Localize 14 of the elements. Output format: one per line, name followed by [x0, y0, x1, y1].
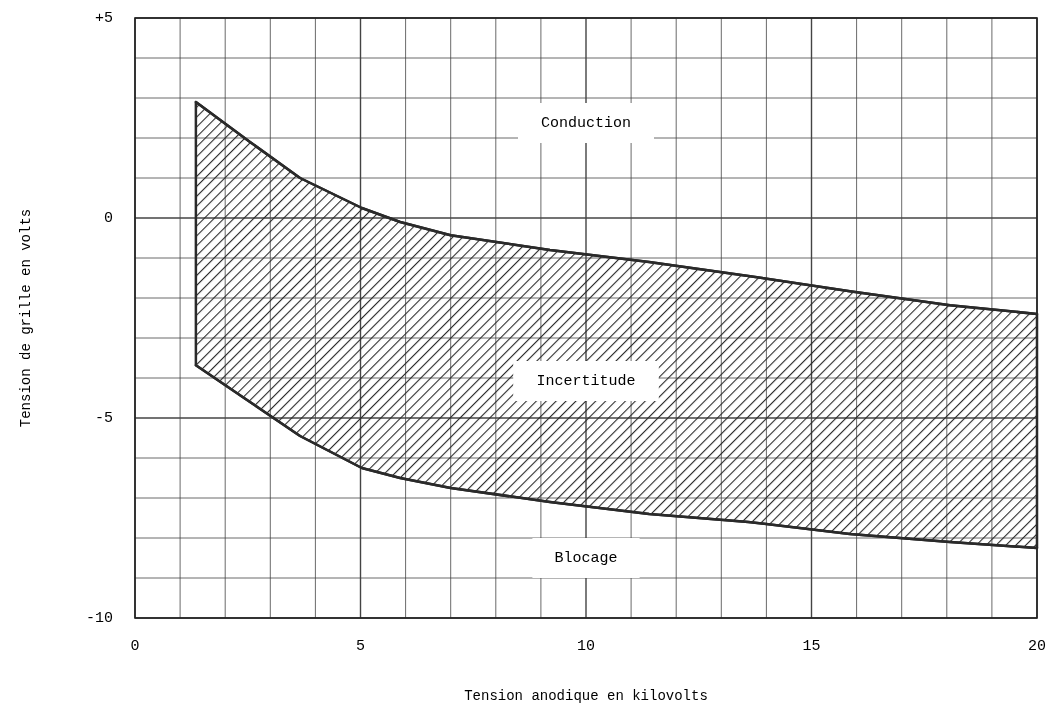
- y-tick-label: -10: [85, 609, 113, 627]
- x-tick-label: 0: [130, 638, 140, 655]
- x-tick-label: 10: [576, 638, 596, 655]
- x-tick-label: 15: [802, 638, 821, 655]
- x-tick-label: 5: [355, 638, 366, 655]
- annotation: Conduction: [540, 114, 632, 132]
- x-tick-label: 20: [1027, 638, 1047, 655]
- y-tick-label: -5: [94, 409, 113, 427]
- x-axis-title: Tension anodique en kilovolts: [464, 688, 708, 704]
- y-axis-title: Tension de grille en volts: [17, 208, 34, 428]
- annotation: Blocage: [554, 549, 618, 567]
- annotation: Incertitude: [536, 372, 636, 390]
- y-tick-label: 0: [103, 209, 113, 227]
- y-tick-label: +5: [94, 9, 113, 27]
